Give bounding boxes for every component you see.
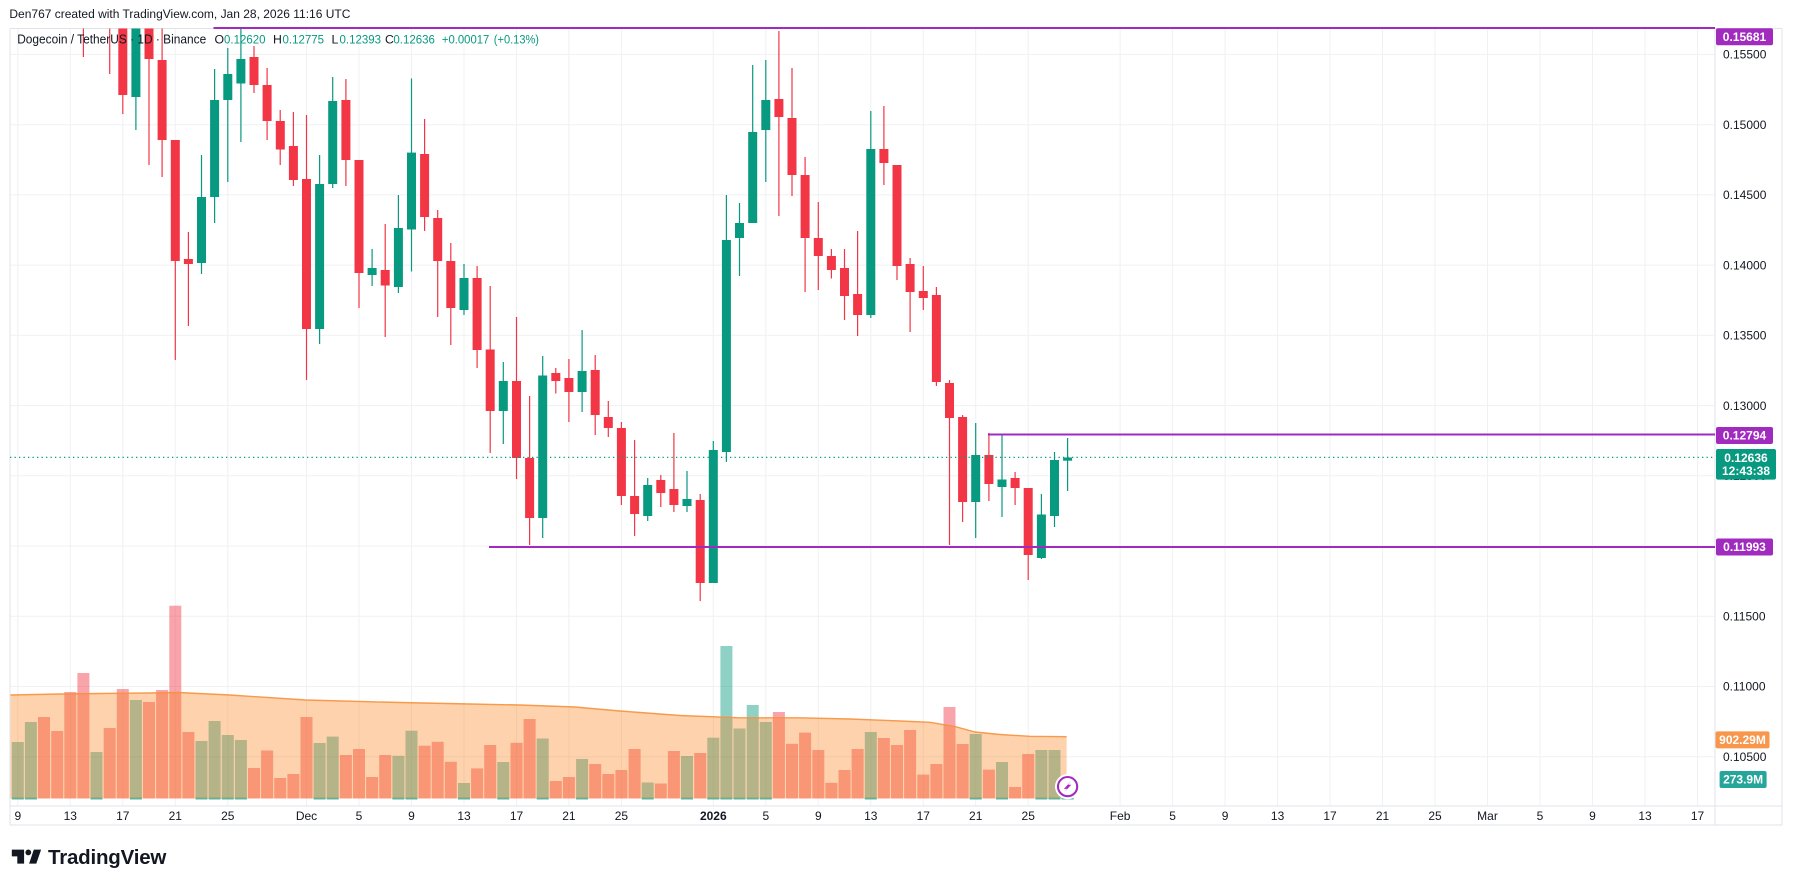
svg-text:0.12636: 0.12636: [1724, 451, 1768, 465]
svg-text:9: 9: [408, 809, 415, 823]
svg-text:0.15000: 0.15000: [1723, 118, 1767, 132]
svg-text:21: 21: [1376, 809, 1390, 823]
svg-text:902.29M: 902.29M: [1719, 733, 1766, 747]
svg-text:Dec: Dec: [296, 809, 317, 823]
svg-text:13: 13: [1638, 809, 1652, 823]
svg-text:Dogecoin / TetherUS · 1D · Bin: Dogecoin / TetherUS · 1D · Binance: [17, 33, 206, 47]
svg-text:9: 9: [1589, 809, 1596, 823]
svg-text:0.11500: 0.11500: [1723, 609, 1766, 623]
svg-text:5: 5: [356, 809, 363, 823]
svg-text:13: 13: [457, 809, 471, 823]
svg-text:25: 25: [221, 809, 235, 823]
svg-text:17: 17: [1323, 809, 1337, 823]
svg-text:0.13500: 0.13500: [1723, 329, 1767, 343]
svg-text:0.14500: 0.14500: [1723, 188, 1767, 202]
svg-text:13: 13: [1271, 809, 1285, 823]
svg-text:13: 13: [864, 809, 878, 823]
svg-text:21: 21: [169, 809, 183, 823]
svg-text:5: 5: [1169, 809, 1176, 823]
svg-text:0.10500: 0.10500: [1723, 750, 1767, 764]
svg-text:0.13000: 0.13000: [1723, 399, 1767, 413]
svg-text:TradingView: TradingView: [48, 846, 166, 869]
svg-text:12:43:38: 12:43:38: [1722, 464, 1770, 478]
svg-text:21: 21: [562, 809, 576, 823]
svg-text:Den767 created with TradingVie: Den767 created with TradingView.com, Jan…: [9, 7, 350, 21]
svg-text:0.15681: 0.15681: [1723, 30, 1767, 44]
svg-text:2026: 2026: [700, 809, 727, 823]
svg-text:17: 17: [917, 809, 931, 823]
svg-text:Mar: Mar: [1477, 809, 1498, 823]
svg-text:Feb: Feb: [1110, 809, 1131, 823]
svg-text:25: 25: [615, 809, 629, 823]
svg-text:0.15500: 0.15500: [1723, 48, 1767, 62]
svg-text:0.14000: 0.14000: [1723, 258, 1767, 272]
svg-text:17: 17: [116, 809, 130, 823]
svg-text:273.9M: 273.9M: [1723, 773, 1763, 787]
svg-text:5: 5: [1537, 809, 1544, 823]
svg-text:17: 17: [1691, 809, 1705, 823]
svg-text:25: 25: [1428, 809, 1442, 823]
svg-text:0.11000: 0.11000: [1723, 680, 1766, 694]
svg-text:21: 21: [969, 809, 983, 823]
svg-text:5: 5: [762, 809, 769, 823]
svg-text:0.11993: 0.11993: [1723, 540, 1766, 554]
svg-text:9: 9: [14, 809, 21, 823]
svg-text:0.12794: 0.12794: [1723, 429, 1767, 443]
svg-text:25: 25: [1022, 809, 1036, 823]
svg-text:9: 9: [1222, 809, 1229, 823]
svg-text:13: 13: [64, 809, 78, 823]
svg-text:17: 17: [510, 809, 524, 823]
svg-text:9: 9: [815, 809, 822, 823]
